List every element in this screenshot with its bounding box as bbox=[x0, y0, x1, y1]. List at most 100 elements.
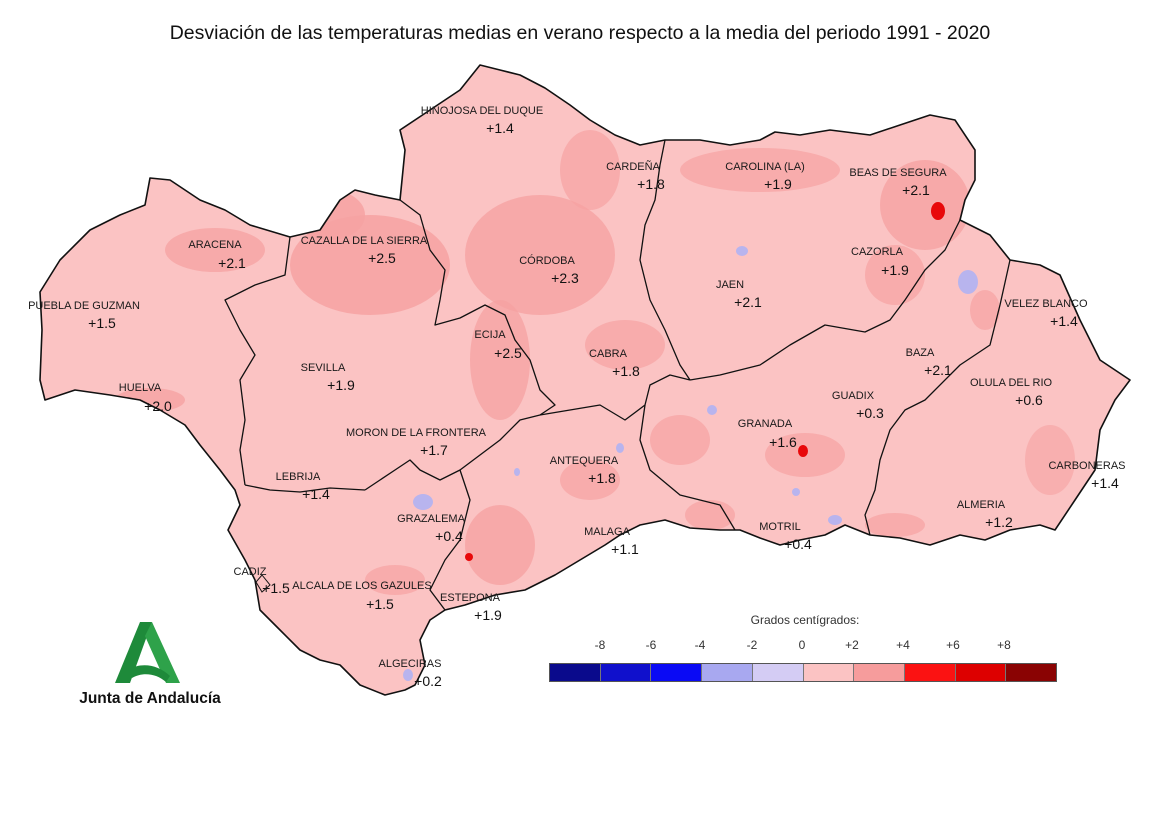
station-name: CARDEÑA bbox=[606, 160, 660, 173]
station-name: VELEZ BLANCO bbox=[1004, 298, 1088, 310]
station-value: +1.8 bbox=[637, 176, 665, 192]
warm-patch bbox=[1025, 425, 1075, 495]
hot-spot bbox=[931, 202, 945, 220]
legend-swatch bbox=[854, 664, 905, 681]
station-value: +1.4 bbox=[302, 486, 330, 502]
station-value: +1.2 bbox=[985, 514, 1013, 530]
station-value: +1.4 bbox=[1091, 475, 1119, 491]
station-value: +1.5 bbox=[88, 315, 116, 331]
station-name: CARBONERAS bbox=[1048, 460, 1125, 472]
border-sevilla-cadiz bbox=[244, 484, 366, 493]
border-cordoba-malaga-granada bbox=[539, 374, 691, 421]
cool-spot bbox=[792, 488, 800, 496]
station-value: +1.8 bbox=[588, 470, 616, 486]
station-name: CAROLINA (LA) bbox=[725, 161, 804, 173]
station-value: +1.8 bbox=[612, 363, 640, 379]
warm-patch bbox=[560, 460, 620, 500]
legend-tick-label: -6 bbox=[645, 638, 657, 652]
station-name: HUELVA bbox=[119, 382, 162, 394]
station-name: GRAZALEMA bbox=[397, 513, 466, 525]
legend-tick-label: -4 bbox=[694, 638, 706, 652]
station-name: GUADIX bbox=[832, 390, 875, 402]
junta-andalucia-logo bbox=[115, 622, 180, 683]
station-name: OLULA DEL RIO bbox=[970, 377, 1053, 389]
warm-patch bbox=[685, 500, 735, 530]
station-value: +0.4 bbox=[435, 528, 463, 544]
hot-spot bbox=[798, 445, 808, 457]
border-cordoba-jaen bbox=[639, 139, 691, 381]
station-value: +2.1 bbox=[902, 182, 930, 198]
station-value: +2.3 bbox=[551, 270, 579, 286]
station-name: CAZORLA bbox=[851, 246, 904, 258]
station-value: +1.1 bbox=[611, 541, 639, 557]
station-labels: HINOJOSA DEL DUQUE +1.4 CARDEÑA +1.8 CAROLIN… bbox=[28, 105, 1125, 689]
station-value: +1.5 bbox=[366, 596, 394, 612]
border-sevilla-malaga bbox=[364, 414, 541, 491]
border-granada-malaga bbox=[639, 404, 736, 531]
legend-color-bar bbox=[549, 663, 1057, 682]
station-name: BEAS DE SEGURA bbox=[849, 167, 947, 179]
warm-patch bbox=[585, 320, 665, 370]
map-title: Desviación de las temperaturas medias en… bbox=[169, 22, 991, 44]
station-name: ANTEQUERA bbox=[550, 455, 619, 467]
legend-swatch bbox=[904, 664, 956, 681]
station-value: +1.5 bbox=[262, 580, 290, 596]
warm-patch bbox=[680, 148, 840, 192]
station-value: +1.6 bbox=[769, 434, 797, 450]
logo-text: Junta de Andalucía bbox=[79, 690, 221, 707]
station-name: CÓRDOBA bbox=[519, 254, 575, 267]
station-value: +1.4 bbox=[1050, 313, 1078, 329]
warm-patch bbox=[650, 415, 710, 465]
border-cadiz-malaga bbox=[429, 469, 471, 611]
station-value: +2.0 bbox=[144, 398, 172, 414]
station-name: ARACENA bbox=[188, 239, 242, 251]
station-name: ALCALA DE LOS GAZULES bbox=[292, 580, 431, 592]
warm-patch bbox=[470, 300, 530, 420]
station-value: +0.3 bbox=[856, 405, 884, 421]
station-value: +0.2 bbox=[414, 673, 442, 689]
logo-arch-curve bbox=[128, 665, 170, 682]
cool-spot bbox=[413, 494, 433, 510]
logo-arch-right bbox=[145, 622, 180, 683]
warm-patch bbox=[865, 513, 925, 537]
station-name: ECIJA bbox=[474, 329, 506, 341]
legend-swatch bbox=[1006, 664, 1057, 681]
station-value: +2.5 bbox=[368, 250, 396, 266]
border-jaen-granada bbox=[689, 219, 961, 381]
warm-patch bbox=[365, 565, 425, 595]
legend-tick-label: -8 bbox=[594, 638, 606, 652]
cool-spot bbox=[828, 515, 842, 525]
legend-tick-label: +2 bbox=[845, 638, 859, 652]
legend-tick-label: +6 bbox=[946, 638, 960, 652]
warm-patch bbox=[880, 160, 970, 250]
station-name: ESTEPONA bbox=[440, 592, 501, 604]
province-borders bbox=[224, 139, 1011, 611]
border-huelva-sevilla bbox=[224, 236, 291, 486]
cool-spot bbox=[736, 246, 748, 256]
station-name: ALGECIRAS bbox=[379, 658, 442, 670]
station-value: +0.4 bbox=[784, 536, 812, 552]
station-value: +1.9 bbox=[474, 607, 502, 623]
station-name: SEVILLA bbox=[301, 362, 346, 374]
station-name: MORON DE LA FRONTERA bbox=[346, 427, 487, 439]
warm-patch bbox=[560, 130, 620, 210]
border-granada-almeria bbox=[864, 259, 1011, 536]
legend-caption: Grados centígrados: bbox=[750, 613, 860, 627]
station-value: +2.1 bbox=[218, 255, 246, 271]
station-name: MOTRIL bbox=[759, 521, 801, 533]
station-name: CAZALLA DE LA SIERRA bbox=[301, 235, 428, 247]
station-name: JAEN bbox=[716, 279, 744, 291]
cool-spot bbox=[707, 405, 717, 415]
andalusia-region-fill bbox=[40, 65, 1130, 695]
station-name: GRANADA bbox=[738, 418, 793, 430]
station-value: +1.9 bbox=[327, 377, 355, 393]
station-name: LEBRIJA bbox=[276, 471, 321, 483]
warm-patch bbox=[465, 505, 535, 585]
warm-patch bbox=[970, 290, 1000, 330]
anomaly-patches bbox=[115, 130, 1075, 681]
station-value: +1.9 bbox=[881, 262, 909, 278]
legend-tick-label: +4 bbox=[896, 638, 910, 652]
station-name: PUEBLA DE GUZMAN bbox=[28, 300, 140, 312]
border-sevilla-cordoba bbox=[399, 199, 556, 416]
